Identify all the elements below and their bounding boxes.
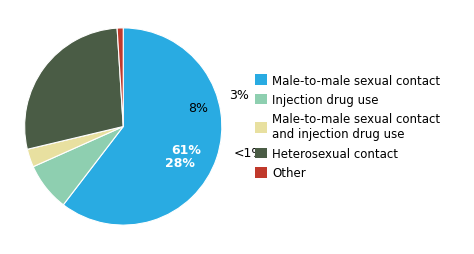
Text: 61%: 61% <box>172 143 201 156</box>
Text: 8%: 8% <box>188 101 208 114</box>
Wedge shape <box>25 29 123 150</box>
Wedge shape <box>64 29 222 225</box>
Wedge shape <box>33 127 123 205</box>
Wedge shape <box>27 127 123 167</box>
Wedge shape <box>117 29 123 127</box>
Text: <1%: <1% <box>234 147 264 160</box>
Text: 3%: 3% <box>229 88 249 101</box>
Text: 28%: 28% <box>165 156 195 169</box>
Legend: Male-to-male sexual contact, Injection drug use, Male-to-male sexual contact
and: Male-to-male sexual contact, Injection d… <box>255 74 441 180</box>
